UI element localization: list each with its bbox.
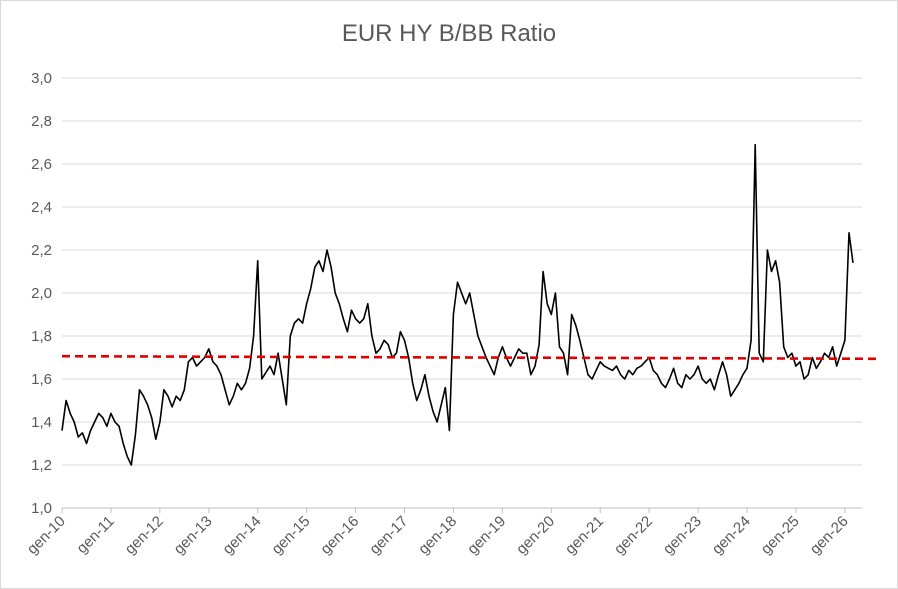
y-tick-label: 2,4 — [31, 199, 52, 216]
y-tick-label: 1,0 — [31, 500, 52, 517]
y-tick-label: 3,0 — [31, 70, 52, 87]
y-tick-label: 1,8 — [31, 328, 52, 345]
y-tick-label: 1,6 — [31, 371, 52, 388]
x-tick-label: gen-21 — [562, 513, 607, 558]
x-tick-label: gen-20 — [513, 513, 558, 558]
reference-line-group — [61, 354, 877, 361]
y-tick-label: 1,4 — [31, 414, 52, 431]
y-tick-label: 2,6 — [31, 156, 52, 173]
x-tick-label: gen-11 — [73, 513, 117, 557]
x-tick-label: gen-13 — [171, 513, 216, 558]
y-tick-labels: 1,0 1,2 1,4 1,6 1,8 2,0 2,2 2,4 2,6 2,8 3,0 — [31, 70, 52, 517]
y-tick-label: 2,8 — [31, 113, 52, 130]
y-tick-label: 1,2 — [31, 457, 52, 474]
x-tick-label: gen-12 — [122, 513, 167, 558]
x-tick-label: gen-24 — [709, 513, 754, 558]
y-tick-label: 2,2 — [31, 242, 52, 259]
x-tick-label: gen-16 — [317, 513, 362, 558]
x-tick-label: gen-15 — [268, 513, 313, 558]
x-tick-label: gen-10 — [24, 513, 69, 558]
x-tick-label: gen-14 — [219, 513, 264, 558]
x-tick-label: gen-23 — [660, 513, 705, 558]
chart-title: EUR HY B/BB Ratio — [341, 20, 557, 47]
x-tick-label: gen-22 — [611, 513, 656, 558]
x-tick-labels: gen-10 gen-11 gen-12 gen-13 gen-14 gen-15 gen-… — [24, 508, 852, 558]
x-tick-label: gen-17 — [366, 513, 411, 558]
x-tick-label: gen-26 — [807, 513, 852, 558]
x-tick-label: gen-25 — [758, 513, 803, 558]
x-tick-label: gen-18 — [415, 513, 460, 558]
series-line — [61, 143, 854, 466]
x-tick-label: gen-19 — [464, 513, 509, 558]
y-tick-label: 2,0 — [31, 285, 52, 302]
average-reference-line — [61, 354, 877, 361]
series-group — [61, 143, 854, 466]
